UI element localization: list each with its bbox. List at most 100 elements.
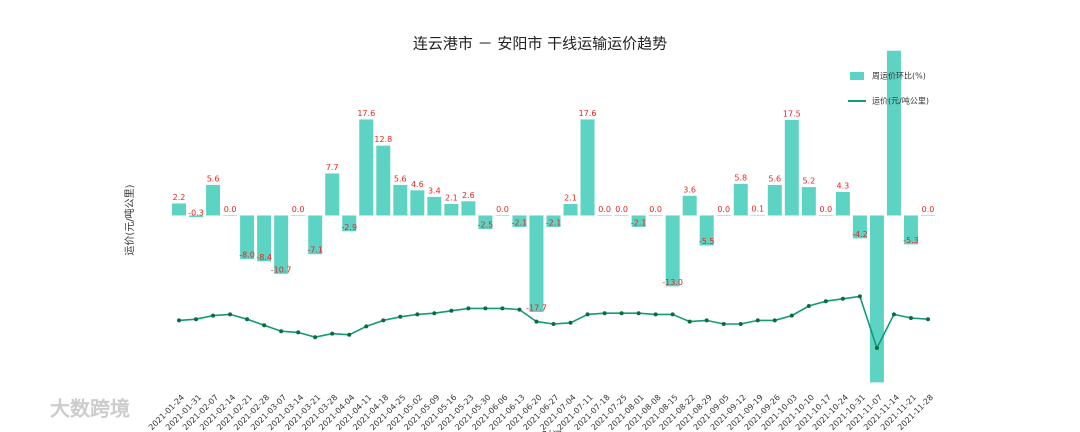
bar — [920, 215, 935, 216]
line-marker — [891, 312, 896, 317]
data-label: -0.3 — [188, 209, 204, 218]
bar — [903, 215, 918, 245]
line-marker — [653, 312, 658, 317]
data-label: 17.6 — [579, 109, 597, 118]
line-marker — [415, 312, 420, 317]
bar — [852, 215, 867, 239]
legend-swatch — [850, 72, 864, 80]
data-label: 3.6 — [683, 185, 696, 194]
line-marker — [330, 331, 335, 336]
data-label: 4.3 — [837, 182, 850, 191]
line-marker — [636, 311, 641, 316]
data-label: 0.0 — [922, 205, 935, 214]
data-label: -13.0 — [662, 278, 683, 287]
line-marker — [755, 318, 760, 323]
data-label: 2.6 — [462, 191, 475, 200]
line-marker — [534, 319, 539, 324]
bar — [308, 215, 323, 255]
data-label: 5.6 — [207, 174, 220, 183]
line-marker — [704, 318, 709, 323]
chart-title: 连云港市 － 安阳市 干线运输运价趋势 — [413, 35, 667, 53]
data-label: -2.1 — [546, 218, 562, 227]
legend-label: 周运价环比(%) — [872, 71, 926, 81]
bar — [682, 195, 697, 216]
line-marker — [364, 324, 369, 329]
line-marker — [381, 318, 386, 323]
line-marker — [500, 306, 505, 311]
line-marker — [449, 308, 454, 313]
bar — [444, 204, 459, 216]
line-marker — [687, 319, 692, 324]
bar — [614, 215, 629, 216]
line-marker — [789, 313, 794, 318]
line-marker — [245, 317, 250, 322]
data-label: -2.9 — [341, 223, 357, 232]
data-label: -4.2 — [852, 230, 868, 239]
watermark: 大数跨境 — [50, 397, 130, 421]
data-label: 3.4 — [428, 186, 441, 195]
data-label: 0.0 — [292, 205, 305, 214]
data-label: -5.5 — [699, 237, 715, 246]
line-marker — [313, 335, 318, 340]
bar — [410, 190, 425, 216]
line-marker — [347, 332, 352, 337]
line-marker — [602, 311, 607, 316]
x-axis-label: 时间 — [542, 429, 562, 432]
data-label: 7.7 — [326, 163, 339, 172]
bar — [563, 204, 578, 216]
bar — [427, 196, 442, 216]
line-marker — [432, 311, 437, 316]
bar — [274, 215, 289, 274]
bar — [750, 214, 765, 216]
data-label: -10.7 — [271, 265, 292, 274]
data-label: 0.0 — [615, 205, 628, 214]
data-label: -2.1 — [631, 218, 647, 227]
data-label: 0.0 — [717, 205, 730, 214]
bar — [359, 119, 374, 216]
line-marker — [585, 312, 590, 317]
data-label: -8.0 — [239, 251, 255, 260]
line-marker — [925, 317, 930, 322]
y-axis-label: 运价(元/吨公里) — [123, 184, 136, 255]
bar — [886, 50, 901, 216]
bar — [257, 215, 272, 262]
data-label: -8.4 — [256, 253, 272, 262]
data-label: 0.0 — [224, 205, 237, 214]
bar — [631, 215, 646, 227]
data-label: -2.5 — [478, 221, 494, 230]
bar — [478, 215, 493, 230]
bar — [189, 215, 204, 218]
data-label: 0.0 — [598, 205, 611, 214]
bar — [699, 215, 714, 246]
bar — [512, 215, 527, 227]
data-label: -7.1 — [307, 246, 323, 255]
bar — [206, 184, 221, 216]
bar — [801, 187, 816, 216]
line-marker — [517, 307, 522, 312]
line-marker — [721, 322, 726, 326]
bar — [869, 215, 884, 383]
bar — [172, 203, 187, 216]
data-label: 5.6 — [394, 174, 407, 183]
bar — [291, 215, 306, 216]
bar — [784, 120, 799, 216]
line-marker — [857, 294, 862, 299]
data-label: 2.1 — [445, 194, 458, 203]
line-marker — [211, 313, 216, 318]
bar — [665, 215, 680, 287]
line-marker — [551, 322, 556, 326]
data-label: 0.0 — [819, 205, 832, 214]
data-label: 5.6 — [768, 174, 781, 183]
line-marker — [823, 299, 828, 304]
bar — [597, 215, 612, 216]
line-marker — [483, 306, 488, 311]
data-label: 0.0 — [496, 205, 509, 214]
data-label: 4.6 — [411, 180, 424, 189]
bar — [835, 192, 850, 216]
line-marker — [279, 329, 284, 334]
line-marker — [738, 322, 743, 326]
bar — [546, 215, 561, 227]
line-marker — [670, 312, 675, 317]
legend-label: 运价(元/吨公里) — [872, 96, 929, 106]
